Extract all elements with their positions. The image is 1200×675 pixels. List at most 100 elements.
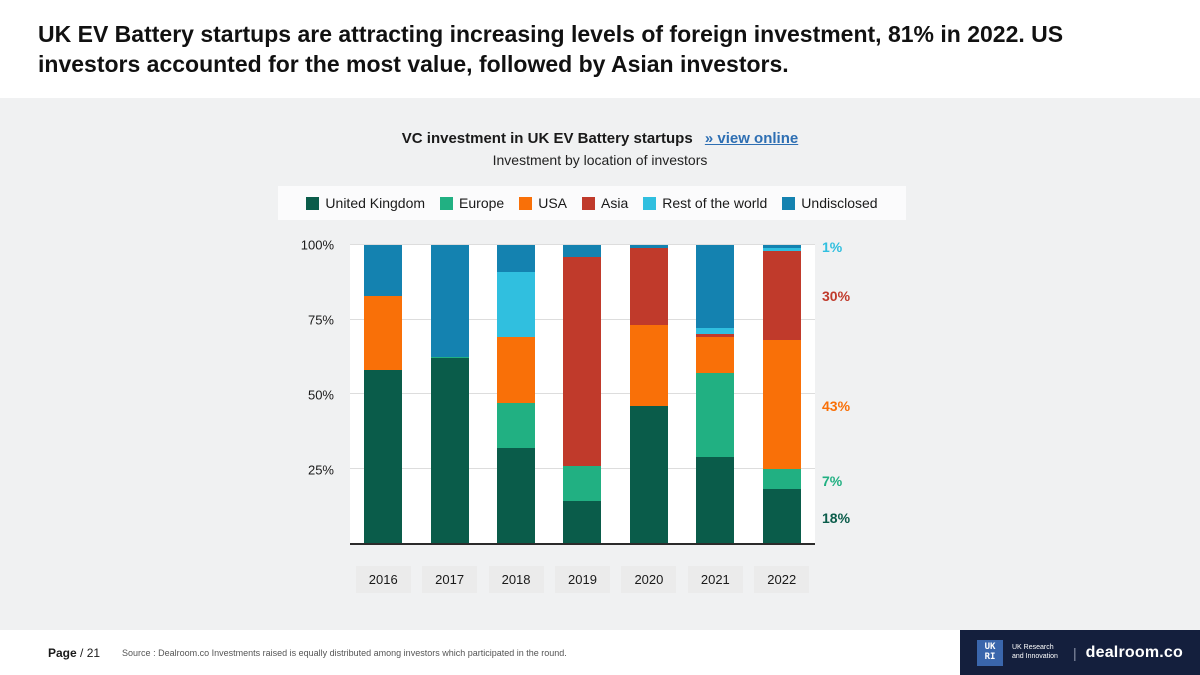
legend-item-asia: Asia [582, 195, 628, 211]
ukri-logo-icon: UK RI [977, 639, 1003, 666]
y-tick-label: 25% [307, 462, 334, 478]
x-label-cell: 2022 [749, 566, 815, 593]
stacked-bar-2020 [629, 245, 668, 543]
x-tick-label: 2021 [687, 566, 743, 593]
x-tick-label: 2019 [555, 566, 610, 593]
bar-segment-undisclosed [497, 245, 536, 272]
legend-swatch [782, 196, 796, 210]
gridline [350, 244, 815, 245]
annotation-asia: 30% [822, 288, 851, 304]
brand-separator: | [1073, 644, 1077, 661]
chart-subtitle: Investment by location of investors [492, 152, 708, 168]
bar-segment-europe [430, 356, 469, 359]
chart-legend: United Kingdom Europe USA Asia Rest of the w… [278, 186, 906, 220]
ukri-label: UK Research and Innovation [1012, 643, 1058, 660]
bar-segment-united-kingdom [430, 358, 469, 543]
source-text: Source : Dealroom.co Investments raised … [122, 647, 567, 658]
bar-segment-united-kingdom [497, 447, 536, 543]
legend-item-united-kingdom: United Kingdom [306, 195, 425, 211]
x-tick-label: 2017 [422, 566, 478, 593]
bar-segment-asia [563, 256, 602, 466]
x-label-cell: 2019 [549, 566, 615, 593]
bar-column-2018 [483, 245, 549, 543]
page-value: / 21 [80, 645, 101, 660]
bar-segment-undisclosed [696, 245, 735, 329]
y-tick-label: 75% [307, 312, 334, 328]
x-tick-label: 2016 [355, 566, 411, 593]
legend-label: USA [538, 195, 567, 211]
bar-column-2021 [682, 245, 748, 543]
bar-segment-united-kingdom [563, 501, 602, 543]
legend-swatch [519, 196, 533, 210]
stacked-bar-2019 [563, 245, 602, 543]
annotation-europe: 7% [822, 472, 843, 489]
bar-segment-europe [563, 465, 602, 502]
bar-segment-usa [497, 337, 536, 403]
legend-label: Undisclosed [801, 195, 878, 211]
x-tick-label: 2022 [754, 566, 810, 593]
x-tick-label: 2020 [621, 566, 677, 593]
legend-item-rest-of-the-world: Rest of the world [643, 195, 767, 211]
x-label-cell: 2017 [416, 566, 482, 593]
bar-segment-undisclosed [430, 245, 469, 357]
x-tick-label: 2018 [488, 566, 544, 593]
bar-segment-rest-of-the-world [696, 328, 735, 335]
bar-segment-rest-of-the-world [497, 271, 536, 338]
bar-segment-europe [696, 373, 735, 457]
view-online-link[interactable]: » view online [704, 130, 799, 147]
legend-swatch [306, 196, 320, 210]
bar-segment-rest-of-the-world [762, 248, 801, 251]
annotation-united-kingdom: 18% [822, 510, 851, 526]
bar-segment-usa [629, 325, 668, 406]
bar-column-2019 [549, 245, 615, 543]
stacked-bar-2021 [696, 245, 735, 543]
legend-swatch [643, 196, 657, 210]
annotation-usa: 43% [822, 397, 851, 414]
footer: Page / 21 Source : Dealroom.co Investmen… [0, 630, 1200, 675]
bar-segment-united-kingdom [629, 405, 668, 543]
y-tick-label: 100% [300, 237, 334, 253]
bar-segment-undisclosed [762, 245, 801, 248]
bar-segment-usa [364, 295, 403, 371]
legend-label: Europe [459, 195, 505, 211]
x-axis-labels: 2016 2017 2018 2019 2020 2021 2022 [350, 566, 815, 593]
y-tick-label: 50% [307, 387, 334, 403]
chart-head: VC investment in UK EV Battery startups … [0, 130, 1200, 168]
legend-item-europe: Europe [440, 195, 504, 211]
brand-bar: UK RI UK Research and Innovation | dealr… [960, 630, 1200, 675]
legend-item-usa: USA [519, 195, 567, 211]
bar-segment-asia [629, 248, 668, 326]
legend-swatch [582, 196, 595, 210]
bar-segment-undisclosed [629, 245, 668, 248]
bar-segment-asia [762, 250, 801, 341]
y-axis-labels: 25% 50% 75% 100% [292, 238, 342, 545]
bar-segment-usa [696, 337, 735, 374]
page-word: Page [48, 645, 77, 660]
bar-column-2016 [350, 245, 416, 543]
bar-column-2020 [616, 245, 682, 543]
chart-title: VC investment in UK EV Battery startups [401, 130, 693, 147]
legend-item-undisclosed: Undisclosed [782, 195, 878, 211]
bar-segment-asia [696, 334, 735, 338]
stacked-bar-2022 [762, 245, 801, 543]
stacked-bar-2017 [430, 245, 469, 543]
bar-segment-united-kingdom [364, 370, 403, 543]
bar-segment-undisclosed [364, 245, 403, 296]
x-label-cell: 2016 [350, 566, 416, 593]
content-area: VC investment in UK EV Battery startups … [0, 98, 1200, 630]
bar-column-2017 [416, 245, 482, 543]
plot-area [350, 244, 815, 545]
annotation-rest-of-the-world: 1% [822, 238, 843, 255]
x-label-cell: 2021 [682, 566, 748, 593]
bar-segment-united-kingdom [696, 456, 735, 543]
page-title: UK EV Battery startups are attracting in… [38, 20, 1064, 77]
legend-swatch [440, 196, 454, 210]
legend-label: Rest of the world [662, 195, 768, 211]
stacked-bar-2016 [364, 245, 403, 543]
dealroom-logo: dealroom.co [1085, 643, 1183, 661]
bar-segment-europe [762, 468, 801, 490]
header: UK EV Battery startups are attracting in… [0, 0, 1200, 98]
x-label-cell: 2018 [483, 566, 549, 593]
bar-column-2022 [749, 245, 815, 543]
